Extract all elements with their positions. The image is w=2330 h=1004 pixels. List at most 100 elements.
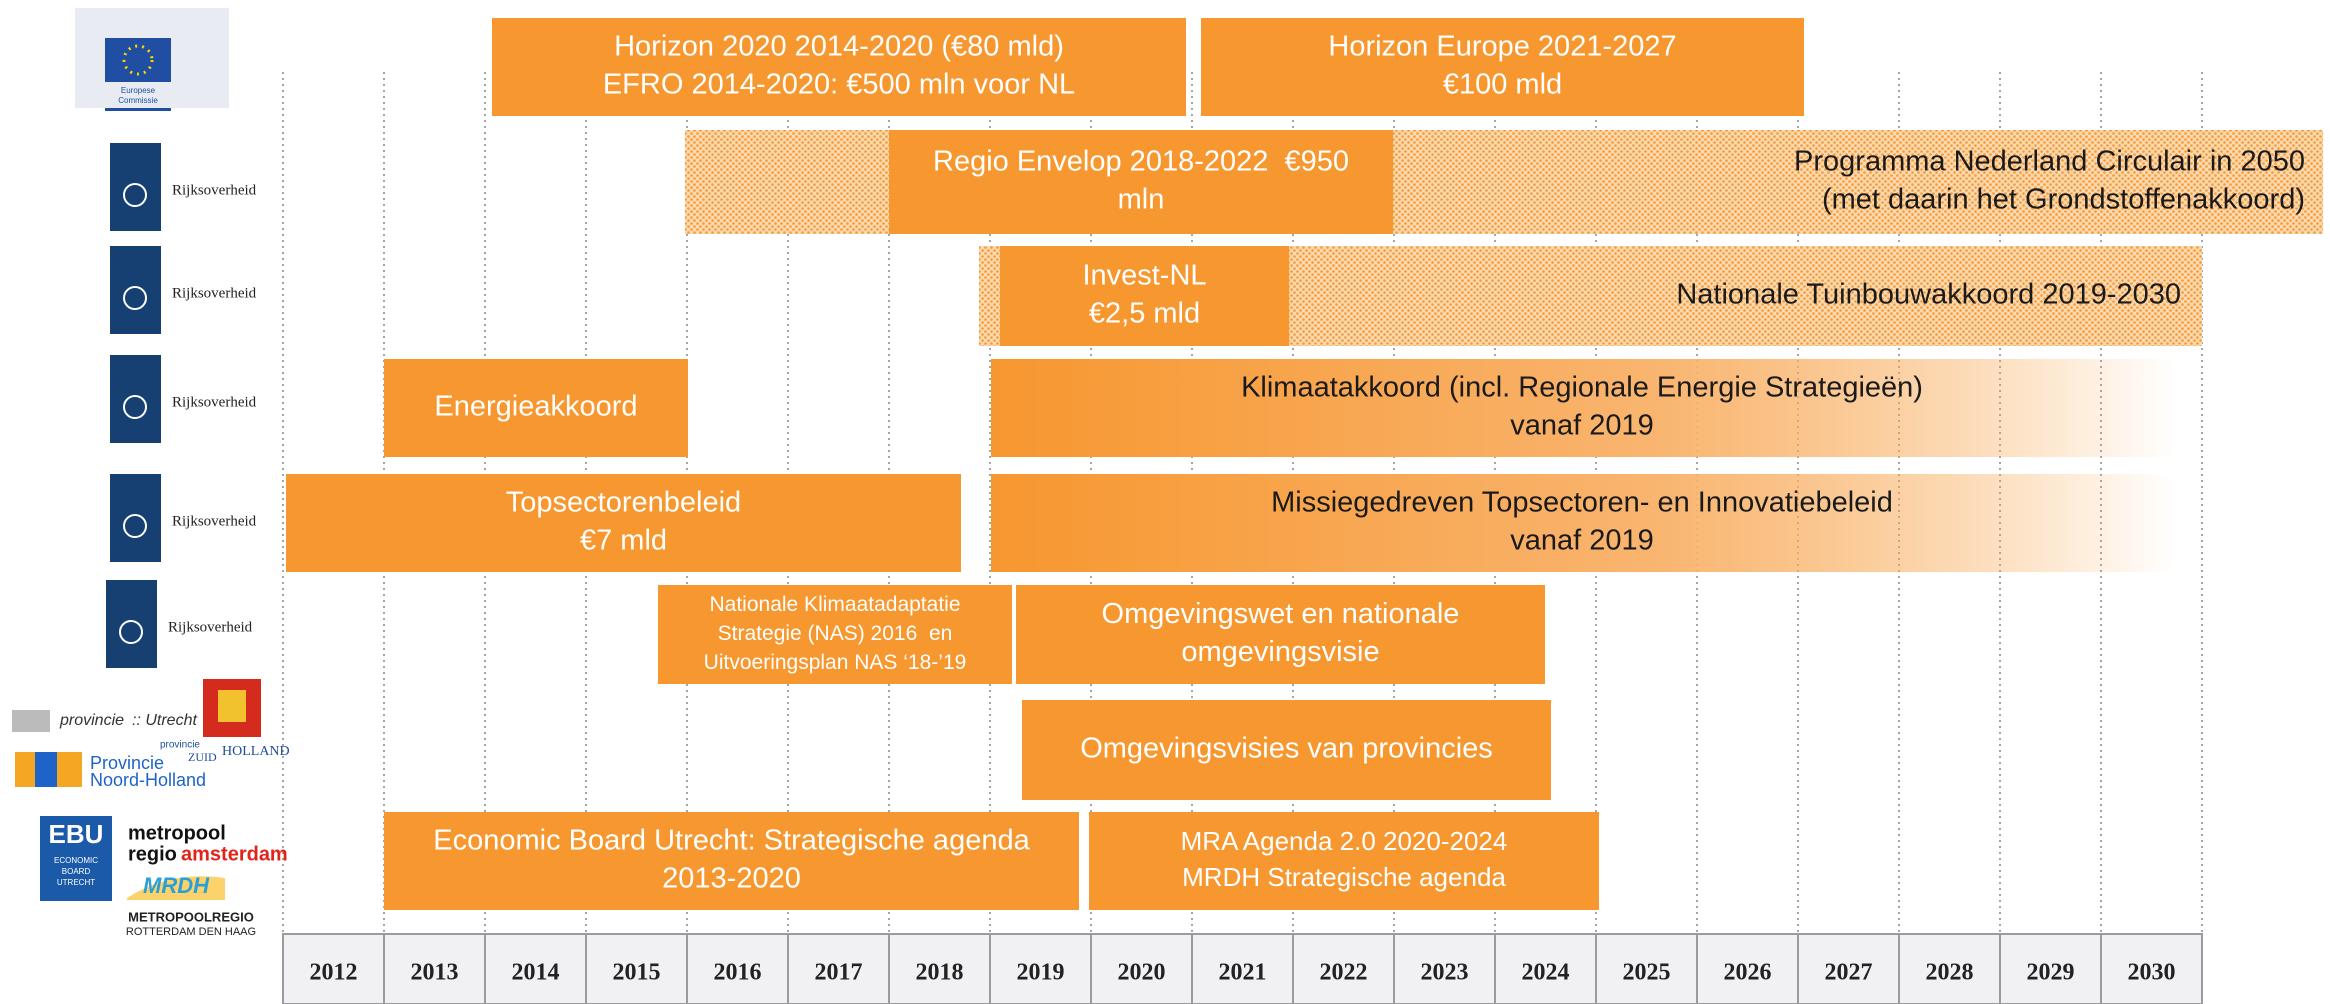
logo-text: METROPOOLREGIO xyxy=(128,909,254,924)
utrecht-crest xyxy=(12,710,50,732)
program-bar xyxy=(991,359,2175,457)
logo-text: Commissie xyxy=(118,96,158,105)
year-label: 2013 xyxy=(411,960,459,986)
rijk-crest xyxy=(119,620,143,644)
bars: Horizon 2020 2014-2020 (€80 mld) EFRO 201… xyxy=(286,18,2323,910)
year-axis: 2012 2013 2014 2015 2016 2017 2018 2019 2020 2021… xyxy=(282,933,2203,1004)
bar-label: Nationale Klimaatadaptatie xyxy=(710,593,961,616)
bar-label: Klimaatakkoord (incl. Regionale Energie … xyxy=(1241,372,1923,404)
logo-text: ZUID xyxy=(188,750,217,764)
program-bar xyxy=(658,585,1012,684)
year-cell xyxy=(484,933,587,1004)
logo-text: Rijksoverheid xyxy=(172,394,257,410)
logo-text: EBU xyxy=(49,819,104,849)
year-label: 2018 xyxy=(916,960,964,986)
rijk-crest xyxy=(123,183,147,207)
bar-label: (met daarin het Grondstoffenakkoord) xyxy=(1822,184,2305,216)
year-cell xyxy=(1595,933,1698,1004)
logo-text: provincie xyxy=(160,740,200,751)
year-label: 2029 xyxy=(2027,960,2075,986)
year-label: 2015 xyxy=(613,960,661,986)
bar-label: mln xyxy=(1118,184,1165,216)
logo-text: :: Utrecht xyxy=(132,712,197,729)
bar-label: €7 mld xyxy=(580,525,667,557)
bar-label: Horizon 2020 2014-2020 (€80 mld) xyxy=(614,31,1064,63)
bar-label: Invest-NL xyxy=(1082,260,1206,292)
bar-label: Omgevingswet en nationale xyxy=(1102,598,1460,630)
bar-label: Programma Nederland Circulair in 2050 xyxy=(1794,146,2305,178)
bar-label: vanaf 2019 xyxy=(1510,410,1654,442)
bar-label: Nationale Tuinbouwakkoord 2019-2030 xyxy=(1676,279,2181,311)
year-cell xyxy=(1696,933,1799,1004)
logo-text: metropool xyxy=(128,822,226,844)
rijk-crest xyxy=(123,286,147,310)
logo-text: Rijksoverheid xyxy=(172,513,257,529)
logo-text: provincie xyxy=(59,712,124,729)
program-bar xyxy=(384,812,1079,910)
rijk-logo xyxy=(110,246,161,334)
bar-label: Omgevingsvisies van provincies xyxy=(1080,733,1493,765)
year-cell xyxy=(787,933,890,1004)
program-bar xyxy=(1000,246,1289,346)
bar-label: €2,5 mld xyxy=(1089,298,1200,330)
bar-label: Economic Board Utrecht: Strategische age… xyxy=(433,825,1030,857)
year-cell xyxy=(888,933,991,1004)
year-cell xyxy=(1090,933,1193,1004)
eu-stars xyxy=(122,44,154,76)
bar-label: omgevingsvisie xyxy=(1181,636,1379,668)
year-label: 2024 xyxy=(1522,960,1570,986)
bar-label: Missiegedreven Topsectoren- en Innovatie… xyxy=(1271,487,1893,519)
bar-label: vanaf 2019 xyxy=(1510,525,1654,557)
logo-text: regio xyxy=(128,843,177,865)
bar-label: Topsectorenbeleid xyxy=(506,487,741,519)
logo-text: Provincie xyxy=(90,753,164,773)
program-bar xyxy=(1201,18,1804,116)
year-cell xyxy=(1191,933,1294,1004)
program-bar xyxy=(889,130,1393,234)
year-label: 2022 xyxy=(1320,960,1368,986)
rijk-logo xyxy=(106,580,157,668)
logo-text: amsterdam xyxy=(181,843,288,865)
mrdh-logo xyxy=(127,876,225,900)
year-label: 2014 xyxy=(512,960,560,986)
logo-text: Rijksoverheid xyxy=(168,619,253,635)
year-cell xyxy=(989,933,1092,1004)
bar-label: MRDH Strategische agenda xyxy=(1182,862,1506,892)
rijk-logo xyxy=(110,474,161,562)
year-cell xyxy=(383,933,486,1004)
year-cell xyxy=(2100,933,2203,1004)
year-cell xyxy=(585,933,688,1004)
year-label: 2020 xyxy=(1118,960,1166,986)
logos: Europese Commissie Rijksoverheid Rijksove… xyxy=(12,8,290,938)
program-bar xyxy=(1016,585,1545,684)
rijk-crest xyxy=(123,395,147,419)
year-label: 2027 xyxy=(1825,960,1873,986)
bar-label: Regio Envelop 2018-2022 €950 xyxy=(933,146,1349,178)
logo-text: Noord-Holland xyxy=(90,770,206,790)
program-bar xyxy=(286,474,961,572)
rijk-logo xyxy=(110,355,161,443)
year-label: 2021 xyxy=(1219,960,1267,986)
program-bar xyxy=(1089,812,1599,910)
program-bar xyxy=(1022,700,1551,800)
bar-label: MRA Agenda 2.0 2020-2024 xyxy=(1181,826,1508,856)
ebu-logo xyxy=(40,816,112,901)
bar-label: Uitvoeringsplan NAS ‘18-’19 xyxy=(704,651,967,674)
bar-label: EFRO 2014-2020: €500 mln voor NL xyxy=(603,69,1075,101)
logo-text: UTRECHT xyxy=(57,878,95,887)
year-label: 2012 xyxy=(310,960,358,986)
nh-logo xyxy=(35,752,57,787)
year-label: 2026 xyxy=(1724,960,1772,986)
year-label: 2023 xyxy=(1421,960,1469,986)
program-bar xyxy=(492,18,1186,116)
logo-text: HOLLAND xyxy=(222,744,290,759)
year-label: 2028 xyxy=(1926,960,1974,986)
year-label: 2025 xyxy=(1623,960,1671,986)
logo-text: MRDH xyxy=(143,873,210,898)
logo-text: ECONOMIC xyxy=(54,856,98,865)
year-label: 2016 xyxy=(714,960,762,986)
bar-label: 2013-2020 xyxy=(662,863,801,895)
bar-label: €100 mld xyxy=(1443,69,1562,101)
eu-line xyxy=(105,108,171,111)
